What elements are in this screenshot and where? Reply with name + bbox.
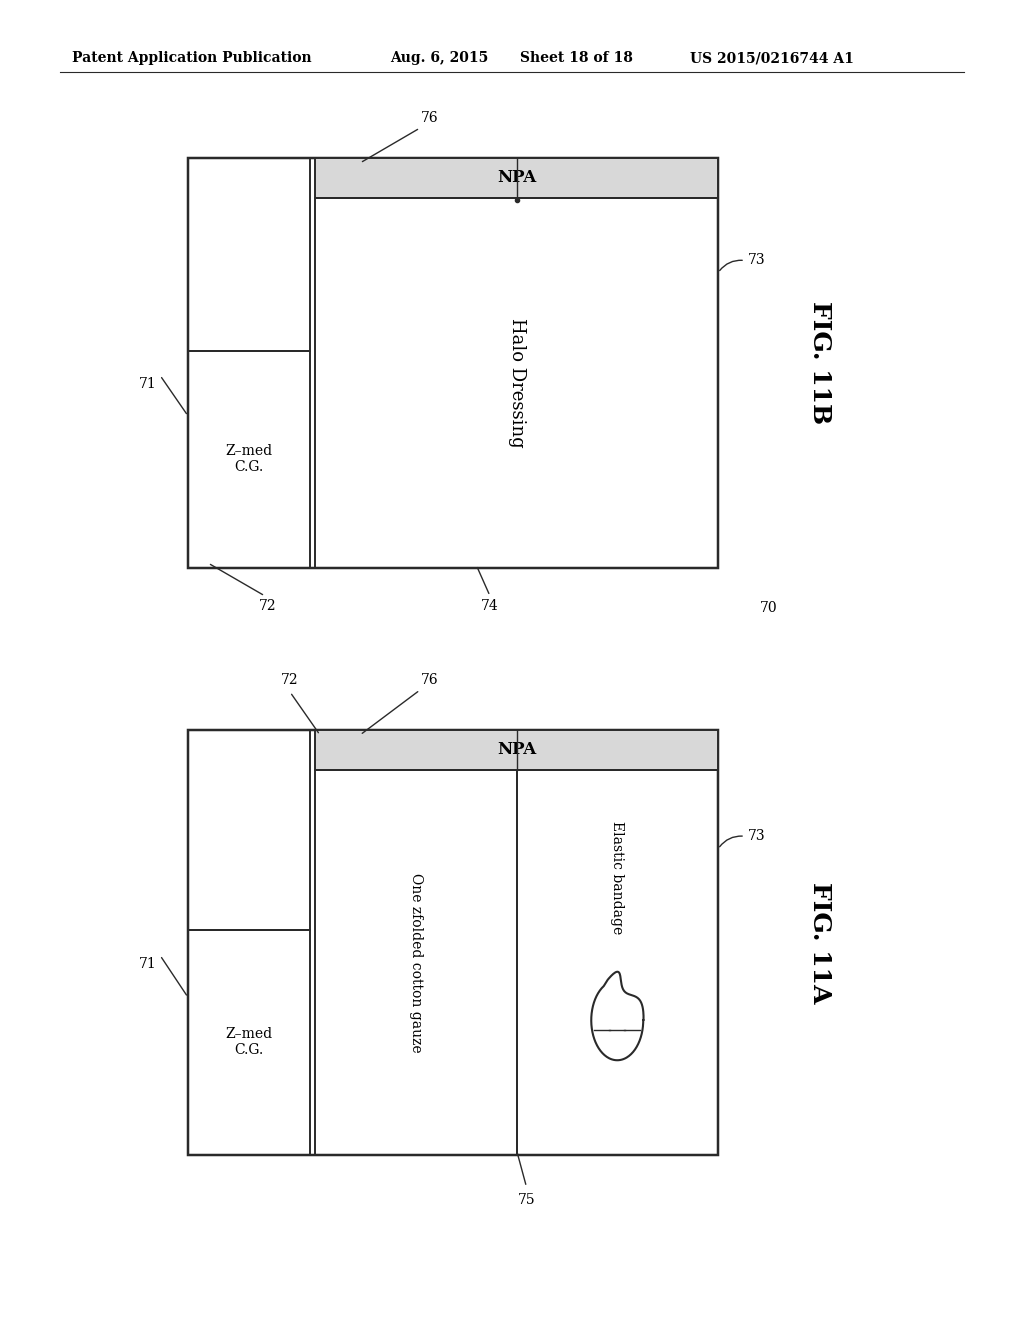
Bar bbox=[188, 158, 718, 568]
Text: Patent Application Publication: Patent Application Publication bbox=[72, 51, 311, 65]
Text: FIG. 11A: FIG. 11A bbox=[808, 882, 831, 1003]
Bar bbox=[315, 770, 516, 1155]
Bar bbox=[188, 730, 310, 929]
Bar bbox=[315, 730, 718, 770]
Bar bbox=[188, 351, 310, 568]
Text: 73: 73 bbox=[748, 253, 766, 268]
Text: 75: 75 bbox=[518, 1193, 536, 1206]
Bar bbox=[315, 158, 718, 198]
Text: 76: 76 bbox=[421, 111, 439, 125]
Text: 72: 72 bbox=[259, 599, 276, 612]
Text: 70: 70 bbox=[760, 601, 777, 615]
Text: 72: 72 bbox=[282, 673, 299, 686]
Bar bbox=[315, 198, 718, 568]
Text: 73: 73 bbox=[748, 829, 766, 843]
Bar bbox=[188, 730, 718, 1155]
Text: 74: 74 bbox=[481, 599, 499, 612]
Text: FIG. 11B: FIG. 11B bbox=[808, 301, 831, 425]
Text: Z–med
C.G.: Z–med C.G. bbox=[225, 1027, 272, 1057]
Text: US 2015/0216744 A1: US 2015/0216744 A1 bbox=[690, 51, 854, 65]
Text: One zfolded cotton gauze: One zfolded cotton gauze bbox=[409, 873, 423, 1052]
Text: NPA: NPA bbox=[497, 169, 537, 186]
Text: Elastic bandage: Elastic bandage bbox=[610, 821, 625, 935]
Text: Z–med
C.G.: Z–med C.G. bbox=[225, 445, 272, 474]
Text: Sheet 18 of 18: Sheet 18 of 18 bbox=[520, 51, 633, 65]
Text: 71: 71 bbox=[139, 957, 157, 970]
Bar bbox=[188, 929, 310, 1155]
Bar bbox=[516, 770, 718, 1155]
Text: 71: 71 bbox=[139, 376, 157, 391]
Text: Halo Dressing: Halo Dressing bbox=[508, 318, 525, 447]
Bar bbox=[188, 158, 310, 351]
Text: Aug. 6, 2015: Aug. 6, 2015 bbox=[390, 51, 488, 65]
Text: 76: 76 bbox=[421, 673, 439, 686]
Text: NPA: NPA bbox=[497, 742, 537, 759]
